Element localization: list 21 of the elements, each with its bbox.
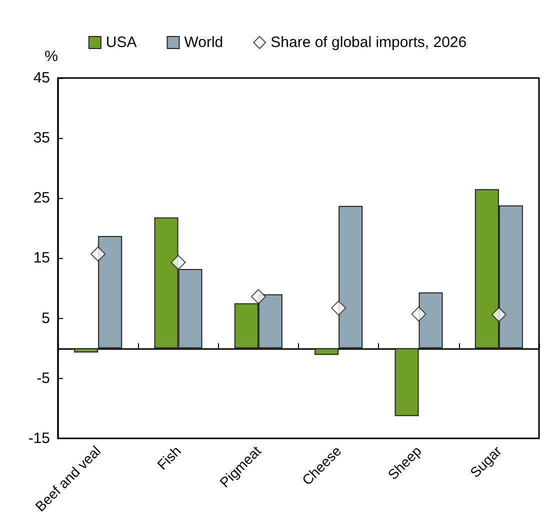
y-axis-title: % xyxy=(44,48,58,65)
point xyxy=(491,307,506,322)
point xyxy=(170,254,186,270)
legend-label: World xyxy=(184,34,224,51)
legend-label: USA xyxy=(106,34,137,51)
y-tick-label: 5 xyxy=(42,310,50,327)
y-tick-label: 35 xyxy=(33,130,50,147)
y-tick-label: 15 xyxy=(33,250,50,267)
point xyxy=(331,300,346,316)
x-tick-label: Fish xyxy=(154,442,184,473)
y-tick-label: 45 xyxy=(33,70,50,86)
bar xyxy=(394,348,419,416)
y-tick-label: -5 xyxy=(36,370,50,387)
bar xyxy=(74,348,98,352)
y-tick-label: 25 xyxy=(33,190,50,207)
point xyxy=(90,246,106,262)
point xyxy=(411,306,426,322)
bar xyxy=(314,348,339,355)
point xyxy=(250,289,266,304)
y-tick-label: -15 xyxy=(28,430,50,447)
legend-label: Share of global imports, 2026 xyxy=(270,34,467,51)
